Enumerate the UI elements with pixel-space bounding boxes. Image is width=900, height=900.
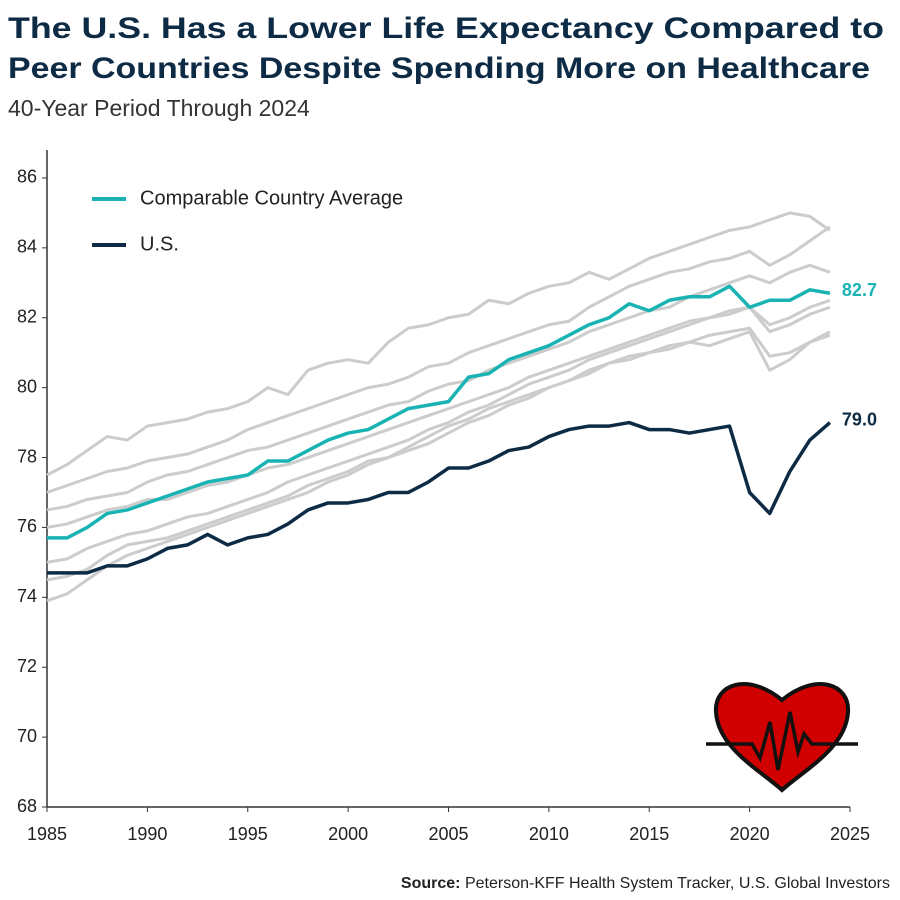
country-line [46, 326, 831, 582]
x-tick-label: 1985 [27, 824, 67, 844]
series-line [47, 284, 831, 540]
y-tick-label: 68 [17, 796, 37, 816]
y-tick-label: 86 [17, 167, 37, 187]
y-tick-label: 82 [17, 306, 37, 326]
source: Source: Peterson-KFF Health System Track… [401, 875, 890, 892]
country-line [46, 211, 831, 477]
y-tick-label: 78 [17, 446, 37, 466]
y-tick-label: 84 [17, 237, 37, 257]
series-line [47, 420, 832, 575]
y-tick-label: 80 [17, 376, 37, 396]
heart [713, 682, 851, 793]
x-tick-label: 2020 [730, 824, 770, 844]
country-line [46, 298, 831, 529]
y-tick-label: 70 [17, 726, 37, 746]
end-label: 79.0 [842, 409, 877, 429]
x-tick-label: 2010 [529, 824, 569, 844]
end-label: 82.7 [842, 280, 877, 300]
x-tick-label: 1990 [127, 824, 167, 844]
country-line [46, 305, 831, 564]
legend-label: U.S. [140, 233, 179, 255]
chart-title: The U.S. Has a Lower Life Expectancy Com… [8, 12, 884, 45]
ecg-line [706, 711, 858, 771]
heart-icon [706, 682, 858, 793]
country-line [46, 330, 831, 603]
x-tick-label: 2025 [830, 824, 870, 844]
x-tick-label: 2015 [629, 824, 669, 844]
chart-subtitle: 40-Year Period Through 2024 [8, 95, 310, 121]
x-tick-label: 1995 [228, 824, 268, 844]
country-line [46, 263, 831, 512]
y-tick-label: 76 [17, 516, 37, 536]
source-text: Peterson-KFF Health System Tracker, U.S.… [465, 875, 890, 892]
source-label: Source: [401, 875, 461, 892]
x-tick-label: 2005 [428, 824, 468, 844]
legend-label: Comparable Country Average [140, 187, 403, 209]
y-tick-label: 74 [17, 586, 37, 606]
country-line [46, 225, 831, 494]
y-tick-label: 72 [17, 656, 37, 676]
x-tick-label: 2000 [328, 824, 368, 844]
chart-title: Peer Countries Despite Spending More on … [8, 52, 870, 85]
